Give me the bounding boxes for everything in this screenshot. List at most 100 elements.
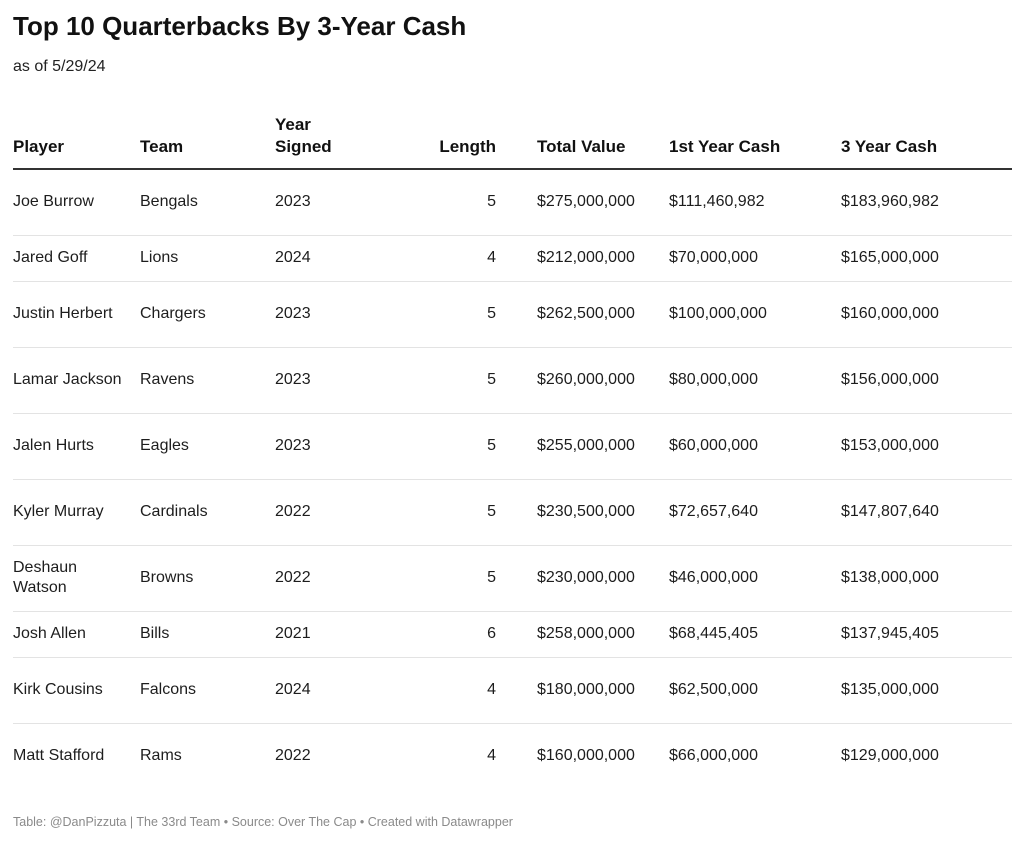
cell-team: Rams <box>140 747 182 765</box>
cell-team: Browns <box>140 545 275 612</box>
cell-player: Matt Stafford <box>13 723 140 789</box>
quarterback-table: Player Team Year Signed Length Total Val… <box>13 108 1012 789</box>
cell-total-value: $260,000,000 <box>496 347 669 414</box>
column-header-three-year-cash: 3 Year Cash <box>841 108 1012 170</box>
table-header: Player Team Year Signed Length Total Val… <box>13 108 1012 170</box>
cell-total-value: $212,000,000 <box>496 235 669 282</box>
cell-length: 5 <box>380 281 496 348</box>
table-row: Kyler Murray Cardinals 2022 5 $230,500,000 $7… <box>13 479 1012 546</box>
player-name: Kyler Murray <box>13 503 104 520</box>
cell-team: Eagles <box>140 413 275 480</box>
cell-year-signed: 2021 <box>275 611 380 658</box>
cell-total-value: $180,000,000 <box>496 657 669 724</box>
cell-total-value: $258,000,000 <box>496 611 669 658</box>
table-row: Deshaun Watson Browns 2022 5 $230,000,000 $46… <box>13 545 1012 612</box>
column-header-first-year-cash: 1st Year Cash <box>669 108 841 170</box>
cell-year-signed: 2022 <box>275 479 380 546</box>
table-row: Josh Allen Bills 2021 6 $258,000,000 $68,445,… <box>13 611 1012 658</box>
cell-three-year-cash: $129,000,000 <box>841 747 939 765</box>
cell-length: 4 <box>487 747 496 765</box>
header-row: Player Team Year Signed Length Total Val… <box>13 108 1012 170</box>
cell-first-year-cash: $60,000,000 <box>669 413 841 480</box>
cell-total-value: $275,000,000 <box>496 169 669 236</box>
column-header-team: Team <box>140 108 275 170</box>
cell-year-signed: 2023 <box>275 281 380 348</box>
cell-three-year-cash: $165,000,000 <box>841 235 1012 282</box>
cell-total-value: $230,500,000 <box>496 479 669 546</box>
cell-player: Joe Burrow <box>13 169 140 236</box>
table-row: Justin Herbert Chargers 2023 5 $262,500,000 $… <box>13 281 1012 348</box>
cell-year-signed: 2024 <box>275 235 380 282</box>
cell-player: Josh Allen <box>13 611 140 658</box>
column-header-total-value: Total Value <box>496 108 669 170</box>
cell-three-year-cash: $156,000,000 <box>841 347 1012 414</box>
cell-year-signed: 2024 <box>275 657 380 724</box>
cell-length: 6 <box>380 611 496 658</box>
column-header-player: Player <box>13 108 140 170</box>
cell-total-value: $160,000,000 <box>537 747 635 765</box>
cell-first-year-cash: $70,000,000 <box>669 235 841 282</box>
cell-total-value: $255,000,000 <box>496 413 669 480</box>
table-row: Lamar Jackson Ravens 2023 5 $260,000,000 $80,… <box>13 347 1012 414</box>
cell-three-year-cash: $138,000,000 <box>841 545 1012 612</box>
cell-first-year-cash: $72,657,640 <box>669 479 841 546</box>
cell-first-year-cash: $62,500,000 <box>669 657 841 724</box>
table-row: Jalen Hurts Eagles 2023 5 $255,000,000 $60,00… <box>13 413 1012 480</box>
cell-three-year-cash: $147,807,640 <box>841 479 1012 546</box>
cell-first-year-cash: $46,000,000 <box>669 545 841 612</box>
cell-player: Kirk Cousins <box>13 657 140 724</box>
cell-length: 4 <box>380 235 496 282</box>
cell-total-value: $262,500,000 <box>496 281 669 348</box>
cell-first-year-cash: $68,445,405 <box>669 611 841 658</box>
cell-year-signed: 2022 <box>275 747 311 765</box>
cell-three-year-cash: $153,000,000 <box>841 413 1012 480</box>
cell-year-signed: 2023 <box>275 169 380 236</box>
cell-three-year-cash: $160,000,000 <box>841 281 1012 348</box>
cell-team: Falcons <box>140 657 275 724</box>
cell-player: Justin Herbert <box>13 281 140 348</box>
cell-first-year-cash: $66,000,000 <box>669 747 758 765</box>
cell-length: 5 <box>380 169 496 236</box>
player-name: Joe Burrow <box>13 193 94 211</box>
cell-player: Jared Goff <box>13 235 140 282</box>
column-header-year-signed-label: Year Signed <box>275 115 332 156</box>
chart-title: Top 10 Quarterbacks By 3-Year Cash <box>13 11 467 41</box>
cell-player: Lamar Jackson <box>13 347 140 414</box>
cell-year-signed: 2023 <box>275 413 380 480</box>
cell-team: Bills <box>140 611 275 658</box>
cell-length: 5 <box>380 479 496 546</box>
cell-player: Kyler Murray <box>13 479 140 546</box>
cell-three-year-cash: $137,945,405 <box>841 611 1012 658</box>
cell-length: 5 <box>380 545 496 612</box>
table-row: Jared Goff Lions 2024 4 $212,000,000 $70,000,… <box>13 235 1012 282</box>
chart-subtitle: as of 5/29/24 <box>13 58 106 75</box>
cell-team: Lions <box>140 235 275 282</box>
player-name: Josh Allen <box>13 625 86 642</box>
cell-player: Deshaun Watson <box>13 545 140 612</box>
table-row: Matt Stafford Rams 2022 4 $160,000,000 $66,00… <box>13 723 1012 789</box>
column-header-length: Length <box>380 108 496 170</box>
player-name: Jalen Hurts <box>13 437 94 454</box>
cell-total-value: $230,000,000 <box>496 545 669 612</box>
cell-first-year-cash: $111,460,982 <box>669 169 841 236</box>
player-name: Deshaun Watson <box>13 559 78 596</box>
player-name: Lamar Jackson <box>13 371 122 388</box>
player-name: Justin Herbert <box>13 305 113 322</box>
cell-team: Cardinals <box>140 479 275 546</box>
cell-three-year-cash: $183,960,982 <box>841 169 1012 236</box>
column-header-year-signed: Year Signed <box>275 108 380 170</box>
player-name: Jared Goff <box>13 249 88 266</box>
cell-length: 5 <box>380 413 496 480</box>
table-row: Kirk Cousins Falcons 2024 4 $180,000,000 $62,… <box>13 657 1012 724</box>
cell-team: Chargers <box>140 281 275 348</box>
cell-first-year-cash: $100,000,000 <box>669 281 841 348</box>
player-name: Kirk Cousins <box>13 681 103 698</box>
player-name: Matt Stafford <box>13 747 105 765</box>
cell-length: 4 <box>380 657 496 724</box>
cell-team: Bengals <box>140 169 275 236</box>
table-row: Joe Burrow Bengals 2023 5 $275,000,000 $111,4… <box>13 169 1012 236</box>
chart-footer: Table: @DanPizzuta | The 33rd Team • Sou… <box>13 815 513 829</box>
cell-year-signed: 2022 <box>275 545 380 612</box>
cell-year-signed: 2023 <box>275 347 380 414</box>
cell-team: Ravens <box>140 347 275 414</box>
